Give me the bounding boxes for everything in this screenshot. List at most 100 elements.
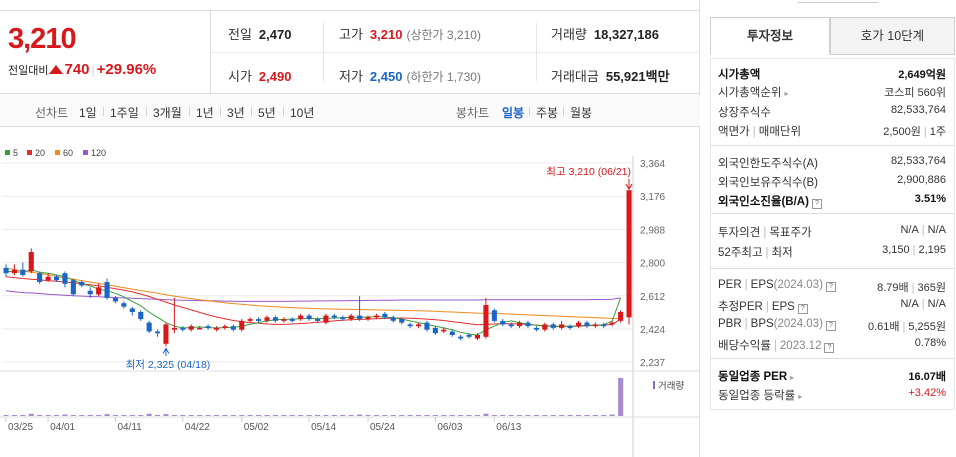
volume-bar <box>567 415 573 416</box>
help-icon[interactable]: ? <box>824 343 835 353</box>
volume-bar <box>466 415 472 416</box>
candle-body <box>62 273 68 284</box>
volume-bar <box>533 415 539 416</box>
info-value: 3,150 | 2,195 <box>882 244 946 256</box>
divider <box>189 107 190 116</box>
info-label: 상장주식수 <box>718 107 771 119</box>
period-weekly-button[interactable]: 주봉 <box>536 106 559 120</box>
help-icon[interactable]: ? <box>825 282 836 292</box>
period-5y-button[interactable]: 5년 <box>258 106 276 120</box>
candle-body <box>205 326 211 328</box>
info-label-text: 액면가 <box>718 126 750 138</box>
info-value: 8.79배 | 365원 <box>877 279 946 295</box>
chart-area[interactable]: 5 20 60 120 3,364 3,176 2,988 2,800 2,612 2,424 2,… <box>0 128 700 457</box>
volume-bar <box>458 415 464 416</box>
candle-body <box>348 315 354 320</box>
period-1w-button[interactable]: 1주일 <box>110 106 139 120</box>
info-value: 0.61배 | 5,255원 <box>868 318 946 334</box>
candle-body <box>542 324 548 330</box>
volume-bar <box>62 414 68 416</box>
period-10y-button[interactable]: 10년 <box>290 106 315 120</box>
section-valuation: PER | EPS(2024.03)? 8.79배 | 365원 추정PER | EPS? … <box>711 269 954 359</box>
info-row: 52주최고 | 최저 3,150 | 2,195 <box>718 244 946 261</box>
volume-bar <box>230 415 236 416</box>
info-value-text: 2,500원 <box>883 126 921 138</box>
period-1y-button[interactable]: 1년 <box>196 106 214 120</box>
tab-order-book[interactable]: 호가 10단계 <box>830 17 955 55</box>
stat-label: 거래량 <box>551 27 587 42</box>
info-row[interactable]: 동일업종 PER ▸ 16.07배 <box>718 368 946 385</box>
info-row: 상장주식수 82,533,764 <box>718 104 946 121</box>
volume-bar <box>79 415 85 416</box>
info-row[interactable]: 동일업종 등락률 ▸ +3.42% <box>718 387 946 404</box>
info-value-text: N/A <box>927 224 946 236</box>
invest-info-table: 시가총액 2,649억원 시가총액순위 ▸ 코스피 560위 상장주식수 82,5… <box>710 58 955 410</box>
divider <box>211 52 700 53</box>
y-tick-label: 2,237 <box>640 358 665 369</box>
divider: | <box>911 282 915 294</box>
candle-body <box>298 315 304 320</box>
info-label-text: 배당수익률 <box>718 340 771 352</box>
period-monthly-button[interactable]: 월봉 <box>570 106 593 120</box>
candle-body <box>474 335 480 339</box>
period-daily-button[interactable]: 일봉 <box>502 106 525 120</box>
info-value: +3.42% <box>908 387 946 399</box>
divider: | <box>912 244 916 256</box>
info-value-text: 5,255원 <box>908 321 946 333</box>
info-value: N/A | N/A <box>900 224 946 236</box>
y-tick-label: 2,988 <box>640 225 665 236</box>
info-value-text: 2,195 <box>918 244 946 256</box>
info-row: 액면가 | 매매단위 2,500원 | 1주 <box>718 123 946 140</box>
section-industry: 동일업종 PER ▸ 16.07배 동일업종 등락률 ▸ +3.42% <box>711 359 954 409</box>
candle-body <box>416 324 422 327</box>
volume-bar <box>205 415 211 416</box>
help-icon[interactable]: ? <box>797 304 808 314</box>
candle-body <box>399 319 405 323</box>
legend-label: 120 <box>91 148 106 158</box>
candle-body <box>508 324 514 327</box>
volume-bar <box>37 414 43 416</box>
info-row: 배당수익률 | 2023.12? 0.78% <box>718 337 946 354</box>
y-tick-label: 2,612 <box>640 292 665 303</box>
info-row[interactable]: 시가총액순위 ▸ 코스피 560위 <box>718 84 946 101</box>
volume-bar <box>171 415 177 416</box>
x-tick-label: 05/24 <box>370 422 395 433</box>
divider: | <box>765 301 769 313</box>
info-row: 외국인한도주식수(A) 82,533,764 <box>718 155 946 172</box>
candlestick-chart[interactable]: 5 20 60 120 3,364 3,176 2,988 2,800 2,612 2,424 2,… <box>0 128 700 457</box>
info-label-text: 목표주가 <box>769 227 812 239</box>
candle-body <box>247 319 253 321</box>
info-row: PER | EPS(2024.03)? 8.79배 | 365원 <box>718 279 946 296</box>
period-1d-button[interactable]: 1일 <box>79 106 97 120</box>
tab-invest-info[interactable]: 투자정보 <box>710 17 830 55</box>
volume-bar <box>483 413 489 416</box>
line-chart-label: 선차트 <box>35 106 69 120</box>
period-3m-button[interactable]: 3개월 <box>153 106 182 120</box>
price-change-row: 전일대비 740 | +29.96% <box>8 61 156 78</box>
volume-bar <box>424 415 430 416</box>
candle-body <box>171 327 177 330</box>
volume-bar <box>323 415 329 416</box>
info-value-text: N/A <box>900 224 919 236</box>
info-value: N/A | N/A <box>900 298 946 310</box>
stat-label: 고가 <box>339 27 363 42</box>
help-icon[interactable]: ? <box>811 199 822 209</box>
volume-bar <box>28 413 34 416</box>
candle-body <box>197 327 203 330</box>
info-label: 배당수익률 | 2023.12? <box>718 337 835 353</box>
section-market-cap: 시가총액 2,649억원 시가총액순위 ▸ 코스피 560위 상장주식수 82,5… <box>711 59 954 146</box>
candle-body <box>281 319 287 321</box>
help-icon[interactable]: ? <box>825 321 836 331</box>
volume-bar <box>222 415 228 416</box>
candle-body <box>618 312 624 321</box>
volume-bar <box>239 415 245 416</box>
candle-body <box>306 315 312 320</box>
info-label: 외국인한도주식수(A) <box>718 158 818 170</box>
period-3y-button[interactable]: 3년 <box>227 106 245 120</box>
candle-body <box>256 319 262 321</box>
candle-body <box>441 329 447 332</box>
divider <box>323 23 324 81</box>
volume-bar <box>129 415 135 416</box>
chevron-right-icon: ▸ <box>784 89 789 98</box>
candle-body <box>155 331 161 334</box>
